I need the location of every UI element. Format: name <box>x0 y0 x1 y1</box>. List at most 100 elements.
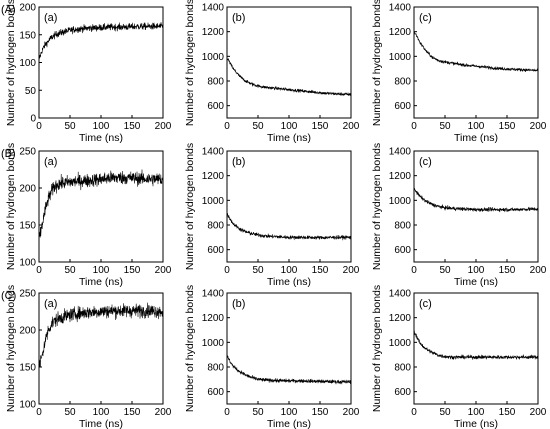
x-tick-label: 200 <box>530 121 547 132</box>
x-tick-label: 100 <box>468 121 485 132</box>
panel-C-c: 0 50 100 150 200 600 800 1000 1200 1400 Time (ns) N… <box>371 285 547 429</box>
x-axis-label: Time (ns) <box>454 276 498 288</box>
y-tick-label: 800 <box>394 363 411 374</box>
x-tick-label: 0 <box>411 407 417 418</box>
x-tick-label: 100 <box>93 265 110 276</box>
plot-frame <box>226 292 352 405</box>
y-axis-label: Number of hydrogen bonds <box>184 0 196 126</box>
x-axis-label: Time (ns) <box>79 418 123 429</box>
x-tick-label: 200 <box>343 407 360 418</box>
y-tick-label: 1200 <box>202 313 225 324</box>
y-tick-label: 600 <box>394 245 411 256</box>
panel-label: (b) <box>232 298 245 310</box>
panel-A-a: 0 50 100 150 200 0 50 100 150 200 Time (ns) Number … <box>5 0 172 144</box>
x-tick-label: 50 <box>64 121 76 132</box>
x-axis-label: Time (ns) <box>454 132 498 144</box>
panel-C-b: 0 50 100 150 200 600 800 1000 1200 1400 Time (ns) N… <box>184 285 360 429</box>
y-axis-label: Number of hydrogen bonds <box>371 285 383 412</box>
panel-A-b: 0 50 100 150 200 600 800 1000 1200 1400 Time (ns) N… <box>184 0 360 144</box>
y-tick-label: 600 <box>207 387 224 398</box>
x-tick-label: 50 <box>64 407 76 418</box>
y-tick-label: 100 <box>19 58 36 69</box>
panel-label: (c) <box>419 298 432 310</box>
y-tick-label: 150 <box>19 221 36 232</box>
y-tick-label: 800 <box>207 363 224 374</box>
plot-frame <box>413 6 539 119</box>
data-line <box>226 354 352 385</box>
y-tick-label: 800 <box>394 221 411 232</box>
data-line <box>38 22 164 59</box>
plot-frame <box>38 150 164 263</box>
x-tick-label: 150 <box>312 265 329 276</box>
panel-B-b: 0 50 100 150 200 600 800 1000 1200 1400 Time (ns) N… <box>184 143 360 288</box>
x-tick-label: 100 <box>93 407 110 418</box>
y-tick-label: 1000 <box>202 196 225 207</box>
y-axis-label: Number of hydrogen bonds <box>371 143 383 270</box>
x-axis-label: Time (ns) <box>267 132 311 144</box>
plot-frame <box>226 6 352 119</box>
y-tick-label: 1000 <box>389 338 412 349</box>
x-tick-label: 50 <box>439 265 451 276</box>
y-axis-label: Number of hydrogen bonds <box>184 285 196 412</box>
data-line <box>413 186 539 213</box>
panel-label: (b) <box>232 156 245 168</box>
y-tick-label: 50 <box>25 86 37 97</box>
x-tick-label: 100 <box>468 265 485 276</box>
y-tick-label: 1200 <box>202 27 225 38</box>
x-axis-label: Time (ns) <box>267 418 311 429</box>
y-tick-label: 800 <box>207 221 224 232</box>
y-tick-label: 1200 <box>202 171 225 182</box>
x-tick-label: 0 <box>36 265 42 276</box>
x-tick-label: 0 <box>36 407 42 418</box>
y-tick-label: 1000 <box>202 338 225 349</box>
data-line <box>38 169 164 239</box>
x-tick-label: 0 <box>36 121 42 132</box>
x-tick-label: 50 <box>439 407 451 418</box>
x-tick-label: 200 <box>530 407 547 418</box>
y-tick-label: 1400 <box>389 3 412 14</box>
y-tick-label: 1400 <box>202 289 225 300</box>
data-line <box>413 31 539 73</box>
y-tick-label: 600 <box>207 101 224 112</box>
panel-C-a: 0 50 100 150 200 100 150 200 250 Time (ns) Number … <box>5 285 172 429</box>
x-tick-label: 150 <box>124 265 141 276</box>
y-tick-label: 800 <box>207 77 224 88</box>
panel-B-a: 0 50 100 150 200 100 150 200 250 Time (ns) Number … <box>5 143 172 288</box>
y-tick-label: 1400 <box>202 147 225 158</box>
y-tick-label: 1400 <box>389 289 412 300</box>
panel-label: (c) <box>419 12 432 24</box>
y-tick-label: 1200 <box>389 313 412 324</box>
x-tick-label: 50 <box>439 121 451 132</box>
y-tick-label: 800 <box>394 77 411 88</box>
x-tick-label: 0 <box>224 265 230 276</box>
x-tick-label: 0 <box>411 265 417 276</box>
x-tick-label: 200 <box>155 121 172 132</box>
x-tick-label: 150 <box>312 121 329 132</box>
x-tick-label: 200 <box>343 265 360 276</box>
x-tick-label: 100 <box>93 121 110 132</box>
y-tick-label: 1400 <box>202 3 225 14</box>
panel-label: (b) <box>232 12 245 24</box>
y-axis-label: Number of hydrogen bonds <box>5 0 17 126</box>
y-tick-label: 1000 <box>202 52 225 63</box>
y-axis-label: Number of hydrogen bonds <box>371 0 383 126</box>
y-tick-label: 100 <box>19 258 36 269</box>
row-label-1: (B) <box>1 148 16 160</box>
data-line <box>226 213 352 241</box>
y-tick-label: 150 <box>19 363 36 374</box>
x-axis-label: Time (ns) <box>267 276 311 288</box>
y-tick-label: 250 <box>19 147 36 158</box>
y-tick-label: 100 <box>19 400 36 411</box>
x-tick-label: 0 <box>411 121 417 132</box>
x-tick-label: 0 <box>224 407 230 418</box>
y-tick-label: 600 <box>394 387 411 398</box>
x-tick-label: 200 <box>530 265 547 276</box>
data-line <box>226 56 352 97</box>
panel-label: (a) <box>44 12 57 24</box>
y-tick-label: 200 <box>19 184 36 195</box>
y-tick-label: 1000 <box>389 196 412 207</box>
plot-frame <box>413 292 539 405</box>
x-tick-label: 200 <box>155 265 172 276</box>
x-tick-label: 200 <box>343 121 360 132</box>
